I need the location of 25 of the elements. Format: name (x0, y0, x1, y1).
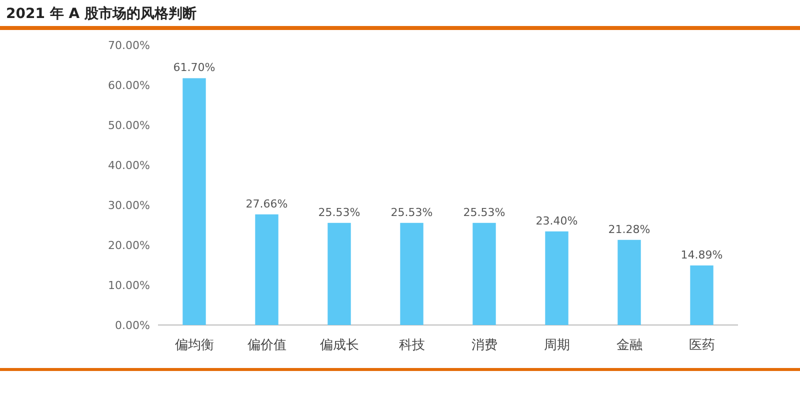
data-label: 21.28% (608, 222, 650, 236)
x-tick-label: 偏成长 (320, 338, 359, 353)
x-tick-label: 偏价值 (247, 338, 286, 353)
y-tick-label: 10.00% (108, 279, 150, 292)
x-tick-label: 周期 (544, 338, 570, 353)
data-label: 25.53% (463, 206, 506, 219)
x-tick-label: 金融 (616, 338, 642, 353)
data-label: 23.40% (536, 214, 578, 228)
data-label: 61.70% (173, 61, 216, 74)
data-label: 14.89% (680, 248, 723, 262)
y-tick-label: 20.00% (108, 239, 150, 252)
data-label: 25.53% (318, 206, 360, 219)
y-tick-label: 60.00% (108, 79, 150, 92)
data-label: 25.53% (390, 206, 433, 219)
x-tick-label: 医药 (688, 338, 715, 353)
y-tick-label: 0.00% (115, 319, 150, 332)
x-tick-label: 偏均衡 (174, 338, 214, 353)
y-tick-label: 40.00% (108, 159, 150, 172)
y-tick-label: 70.00% (108, 39, 150, 52)
title: 2021 年 A 股市场的风格判断 (6, 6, 196, 22)
y-tick-label: 30.00% (108, 199, 150, 212)
x-tick-label: 消费 (471, 338, 498, 353)
x-tick-label: 科技 (398, 338, 425, 353)
y-tick-label: 50.00% (108, 119, 150, 132)
data-label: 27.66% (246, 197, 288, 210)
